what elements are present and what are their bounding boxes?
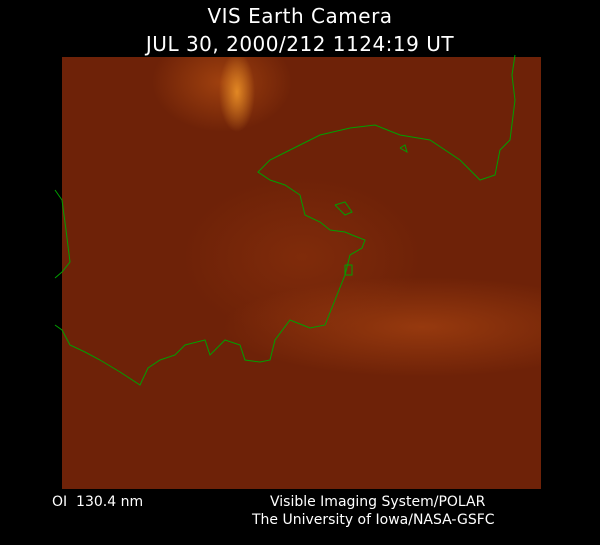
instrument-label: Visible Imaging System/POLAR — [270, 494, 486, 510]
coastline-island-3 — [399, 144, 408, 154]
wavelength-label: OI 130.4 nm — [52, 494, 144, 510]
institution-label: The University of Iowa/NASA-GSFC — [252, 512, 495, 528]
earth-camera-image — [62, 57, 541, 489]
coastline-island-2 — [344, 264, 353, 276]
image-timestamp: JUL 30, 2000/212 1124:19 UT — [145, 32, 455, 56]
coastline-main — [54, 54, 516, 386]
coastline-left — [54, 189, 71, 279]
image-title: VIS Earth Camera — [207, 4, 393, 28]
coastline-island — [334, 201, 353, 216]
